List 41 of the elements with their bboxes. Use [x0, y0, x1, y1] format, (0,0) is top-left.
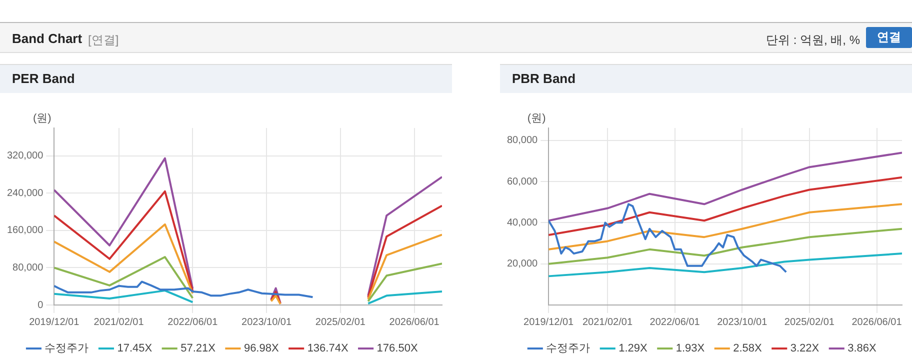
legend-label: 수정주가 [546, 342, 590, 355]
x-tick-label: 2023/10/01 [242, 316, 292, 328]
chart-title: PBR Band [500, 64, 912, 93]
x-tick-label: 2021/02/01 [582, 316, 633, 328]
legend-label: 136.74X [307, 342, 349, 355]
y-tick-label: 40,000 [506, 217, 538, 228]
y-tick-label: 20,000 [506, 258, 538, 270]
x-tick-label: 2023/10/01 [717, 316, 768, 328]
x-tick-label: 2026/06/01 [852, 316, 902, 328]
x-tick-label: 2021/02/01 [94, 316, 144, 328]
y-tick-label: 0 [38, 300, 44, 311]
legend-label: 수정주가 [44, 342, 89, 355]
text: 단위 : 억원, 배, % [766, 32, 860, 49]
x-tick-label: 2025/02/01 [784, 316, 835, 328]
text: [연결] [88, 32, 119, 49]
y-tick-label: 240,000 [6, 188, 44, 199]
y-axis-title: (원) [32, 112, 52, 125]
y-tick-label: 160,000 [6, 225, 44, 236]
x-tick-label: 2022/06/01 [650, 316, 700, 328]
legend-label: 96.98X [244, 342, 280, 355]
text: Band Chart [12, 31, 82, 46]
text: 연결 [866, 27, 912, 48]
y-tick-label: 60,000 [506, 176, 538, 188]
legend-label: 1.29X [618, 342, 648, 355]
legend-label: 57.21X [180, 342, 216, 355]
x-tick-label: 2019/12/01 [524, 316, 574, 328]
chart-title: PER Band [0, 64, 452, 93]
legend-label: 3.86X [848, 342, 878, 355]
legend-label: 176.50X [376, 342, 418, 355]
x-tick-label: 2026/06/01 [389, 316, 440, 328]
y-tick-label: 320,000 [6, 150, 44, 162]
x-tick-label: 2025/02/01 [315, 316, 366, 328]
y-tick-label: 80,000 [12, 262, 44, 274]
legend-label: 3.22X [790, 342, 820, 355]
x-tick-label: 2019/12/01 [29, 316, 80, 328]
x-tick-label: 2022/06/01 [168, 316, 218, 328]
y-axis-title: (원) [527, 112, 546, 125]
legend-label: 2.58X [733, 342, 763, 355]
legend-label: 17.45X [117, 342, 153, 355]
legend-label: 1.93X [676, 342, 706, 355]
y-tick-label: 80,000 [506, 135, 538, 146]
